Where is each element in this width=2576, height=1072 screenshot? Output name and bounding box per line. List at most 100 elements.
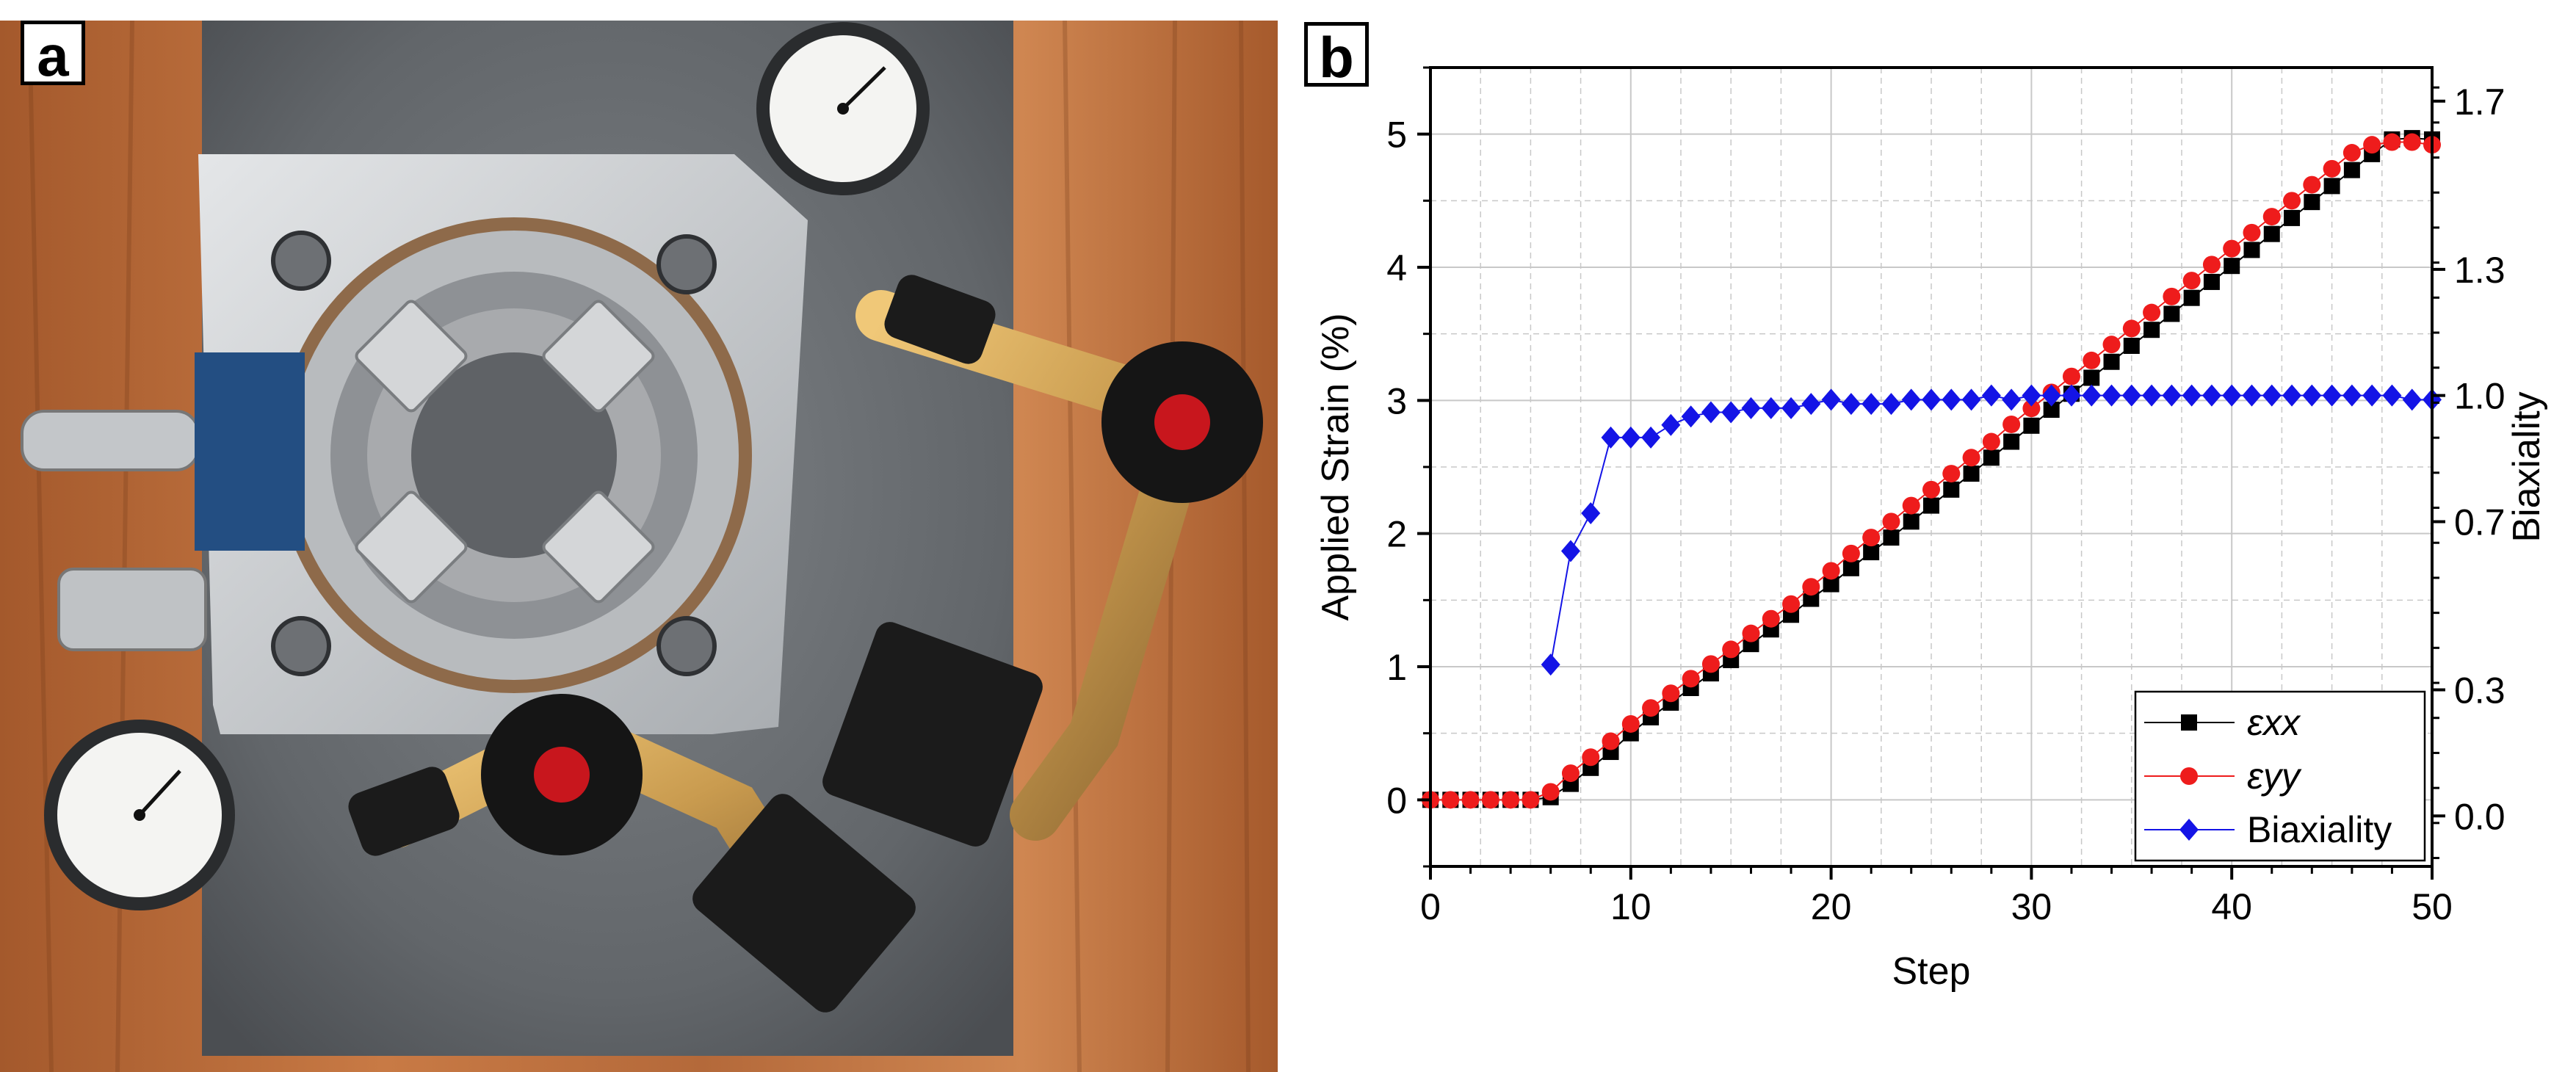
biaxiality-point <box>2182 384 2201 407</box>
biaxiality-point <box>1841 393 1861 416</box>
biaxiality-point <box>2162 384 2182 407</box>
exx-point <box>2043 402 2060 419</box>
biaxiality-point <box>2022 384 2041 407</box>
legend-label: εxx <box>2247 702 2301 743</box>
biaxiality-point <box>1581 501 1601 524</box>
biaxiality-point <box>2102 384 2121 407</box>
biaxiality-point <box>1961 388 1981 411</box>
eyy-point <box>2283 192 2301 210</box>
y2-tick-label: 0.7 <box>2454 501 2506 543</box>
legend: εxx εyy Biaxiality <box>2134 690 2426 862</box>
biaxiality-point <box>1981 384 2001 407</box>
axes: 0 10 20 30 40 50 0 1 2 3 4 5 0.0 0.3 0.7 1.0 1.3 1.7 <box>1386 66 2506 927</box>
y-tick-label: 2 <box>1386 514 1407 555</box>
eyy-point <box>1602 732 1620 750</box>
biaxiality-point <box>1681 405 1701 428</box>
biaxiality-point <box>2382 384 2402 407</box>
x-tick-label: 30 <box>2011 886 2052 927</box>
eyy-point <box>1842 544 1860 562</box>
eyy-point <box>2403 133 2421 151</box>
biaxiality-point <box>2402 388 2422 411</box>
exx-point <box>2123 337 2140 354</box>
exx-point <box>1863 544 1880 561</box>
biaxiality-point <box>2041 384 2061 407</box>
y2-tick-label: 1.7 <box>2454 82 2506 123</box>
biaxiality-point <box>2002 388 2022 411</box>
eyy-point <box>2243 223 2261 242</box>
exx-point <box>2183 289 2200 306</box>
x-tick-label: 0 <box>1420 886 1441 927</box>
y-tick-label: 5 <box>1386 115 1407 156</box>
eyy-point <box>2223 239 2241 258</box>
exx-point <box>2163 305 2180 322</box>
biaxiality-point <box>1881 393 1901 416</box>
x-tick-label: 50 <box>2412 886 2453 927</box>
series-2 <box>1541 384 2442 676</box>
biaxiality-point <box>1942 388 1961 411</box>
exx-point <box>1983 449 2000 466</box>
eyy-point <box>2383 133 2401 151</box>
eyy-point <box>1822 562 1840 580</box>
biaxiality-point <box>1661 413 1681 436</box>
y2-tick-label: 0.3 <box>2454 670 2506 711</box>
exx-point <box>1823 576 1839 593</box>
panel-label-a: a <box>21 21 85 87</box>
legend-marker <box>2180 767 2198 785</box>
eyy-point <box>2022 399 2041 418</box>
exx-point <box>2243 242 2260 258</box>
exx-point <box>2224 258 2240 275</box>
eyy-point <box>1962 449 1980 467</box>
eyy-point <box>1682 670 1700 688</box>
legend-marker <box>2181 714 2197 731</box>
y-tick-label: 4 <box>1386 247 1407 289</box>
eyy-point <box>1742 624 1760 642</box>
eyy-point <box>1922 480 1940 499</box>
biaxiality-point <box>2242 384 2262 407</box>
eyy-point <box>1662 684 1680 703</box>
x-tick-label: 20 <box>1811 886 1852 927</box>
biaxiality-point <box>2302 384 2322 407</box>
eyy-point <box>2363 136 2381 154</box>
x-tick-label: 10 <box>1610 886 1651 927</box>
biaxiality-point <box>1701 401 1721 424</box>
biaxiality-point <box>1641 426 1661 449</box>
y2-tick-label: 0.0 <box>2454 796 2506 837</box>
biaxiality-point <box>1560 540 1580 562</box>
eyy-point <box>1782 595 1801 613</box>
x-tick-label: 40 <box>2211 886 2252 927</box>
dial-gauge-icon <box>756 22 930 195</box>
eyy-point <box>2182 272 2201 290</box>
eyy-point <box>2062 367 2080 385</box>
eyy-point <box>1582 748 1600 767</box>
x-axis-label: Step <box>1892 950 1971 993</box>
biaxiality-point <box>1862 393 1881 416</box>
biaxiality-point <box>2322 384 2342 407</box>
eyy-point <box>1942 465 1961 483</box>
eyy-point <box>1441 791 1460 809</box>
dial-gauge-icon <box>44 720 235 910</box>
eyy-point <box>2002 415 2021 433</box>
series-layer <box>1422 130 2442 809</box>
eyy-point <box>2323 159 2341 178</box>
eyy-point <box>1642 699 1660 717</box>
clamp-knob-icon <box>1101 341 1263 503</box>
legend-label: Biaxiality <box>2247 809 2392 850</box>
legend-marker <box>2179 819 2199 841</box>
eyy-point <box>2262 208 2281 226</box>
handle-icon <box>21 410 200 471</box>
biaxiality-point <box>1922 388 1941 411</box>
eyy-point <box>2303 175 2321 194</box>
eyy-point <box>2163 287 2181 305</box>
eyy-point <box>1982 432 2000 451</box>
exx-point <box>2103 353 2120 370</box>
exx-point <box>1883 529 1900 546</box>
exx-point <box>2003 433 2020 450</box>
exx-point <box>1903 513 1920 530</box>
eyy-point <box>1762 609 1780 628</box>
strain-chart: 0 10 20 30 40 50 0 1 2 3 4 5 0.0 0.3 0.7 1.0 1.3 1.7 Step… <box>1314 66 2548 993</box>
biaxiality-point <box>2121 384 2141 407</box>
exx-point <box>1923 497 1939 514</box>
exx-point <box>1842 559 1859 576</box>
biaxiality-point <box>2262 384 2282 407</box>
biaxiality-point <box>1741 396 1761 419</box>
